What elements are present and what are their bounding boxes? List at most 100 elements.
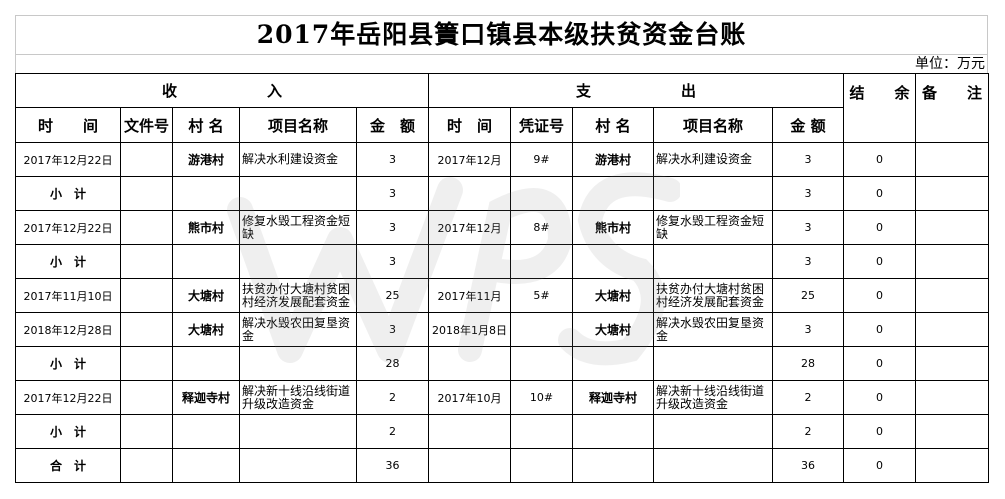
cell-out-date[interactable] (428, 448, 512, 483)
cell-out-date[interactable]: 2017年11月 (428, 278, 512, 313)
cell-in-date[interactable]: 小 计 (15, 414, 121, 449)
cell-out-village[interactable]: 释迦寺村 (572, 380, 655, 415)
cell-out-village[interactable]: 熊市村 (572, 210, 655, 245)
cell-in-date[interactable]: 小 计 (15, 176, 121, 211)
cell-out-voucher[interactable] (510, 176, 574, 211)
cell-out-project[interactable] (653, 244, 774, 279)
cell-out-project[interactable]: 解决新十线沿线街道升级改造资金 (653, 380, 774, 415)
cell-in-project[interactable] (239, 448, 357, 483)
cell-balance[interactable]: 0 (843, 414, 917, 449)
cell-out-date[interactable]: 2018年1月8日 (428, 312, 512, 347)
cell-in-project[interactable]: 解决水毁农田复垦资金 (239, 312, 357, 347)
cell-out-amount[interactable]: 3 (772, 244, 845, 279)
cell-out-amount[interactable]: 3 (772, 210, 845, 245)
cell-in-doc[interactable] (120, 380, 173, 415)
cell-in-amount[interactable]: 36 (355, 448, 430, 483)
cell-in-project[interactable] (239, 346, 357, 381)
cell-remark[interactable] (915, 448, 990, 483)
cell-in-amount[interactable]: 25 (355, 278, 430, 313)
cell-in-date[interactable]: 2017年12月22日 (15, 380, 121, 415)
cell-out-village[interactable]: 游港村 (572, 142, 655, 177)
cell-in-village[interactable]: 释迦寺村 (172, 380, 240, 415)
cell-out-voucher[interactable]: 9# (510, 142, 574, 177)
cell-out-voucher[interactable] (510, 414, 574, 449)
cell-out-village[interactable]: 大塘村 (572, 312, 655, 347)
cell-out-date[interactable] (428, 346, 512, 381)
cell-in-village[interactable] (172, 244, 240, 279)
cell-in-village[interactable]: 游港村 (172, 142, 240, 177)
cell-in-doc[interactable] (120, 176, 173, 211)
cell-in-doc[interactable] (120, 244, 173, 279)
cell-out-amount[interactable]: 2 (772, 380, 845, 415)
cell-in-project[interactable] (239, 414, 357, 449)
cell-in-project[interactable]: 扶贫办付大塘村贫困村经济发展配套资金 (239, 278, 357, 313)
cell-out-project[interactable]: 解决水利建设资金 (653, 142, 774, 177)
cell-in-amount[interactable]: 3 (355, 176, 430, 211)
cell-out-voucher[interactable]: 8# (510, 210, 574, 245)
cell-out-voucher[interactable]: 10# (510, 380, 574, 415)
cell-out-date[interactable] (428, 244, 512, 279)
cell-balance[interactable]: 0 (843, 142, 917, 177)
cell-in-amount[interactable]: 28 (355, 346, 430, 381)
cell-out-amount[interactable]: 2 (772, 414, 845, 449)
cell-in-project[interactable]: 修复水毁工程资金短缺 (239, 210, 357, 245)
cell-in-project[interactable] (239, 176, 357, 211)
cell-remark[interactable] (915, 346, 990, 381)
cell-out-voucher[interactable] (510, 346, 574, 381)
cell-balance[interactable]: 0 (843, 210, 917, 245)
cell-out-village[interactable] (572, 448, 655, 483)
cell-in-amount[interactable]: 3 (355, 244, 430, 279)
cell-in-village[interactable]: 大塘村 (172, 312, 240, 347)
cell-out-amount[interactable]: 36 (772, 448, 845, 483)
cell-out-project[interactable] (653, 414, 774, 449)
cell-remark[interactable] (915, 278, 990, 313)
cell-out-project[interactable] (653, 346, 774, 381)
cell-in-village[interactable] (172, 414, 240, 449)
cell-out-amount[interactable]: 28 (772, 346, 845, 381)
cell-out-voucher[interactable] (510, 312, 574, 347)
cell-in-date[interactable]: 2017年12月22日 (15, 142, 121, 177)
cell-in-date[interactable]: 2017年12月22日 (15, 210, 121, 245)
cell-in-village[interactable]: 大塘村 (172, 278, 240, 313)
cell-out-voucher[interactable] (510, 244, 574, 279)
cell-in-doc[interactable] (120, 346, 173, 381)
cell-out-village[interactable] (572, 346, 655, 381)
cell-in-amount[interactable]: 3 (355, 210, 430, 245)
cell-in-date[interactable]: 合 计 (15, 448, 121, 483)
cell-balance[interactable]: 0 (843, 244, 917, 279)
cell-in-project[interactable]: 解决新十线沿线街道升级改造资金 (239, 380, 357, 415)
cell-out-date[interactable] (428, 414, 512, 449)
cell-balance[interactable]: 0 (843, 278, 917, 313)
cell-out-village[interactable] (572, 176, 655, 211)
cell-in-village[interactable] (172, 346, 240, 381)
cell-out-project[interactable] (653, 448, 774, 483)
cell-out-amount[interactable]: 3 (772, 142, 845, 177)
cell-out-voucher[interactable] (510, 448, 574, 483)
cell-in-amount[interactable]: 2 (355, 414, 430, 449)
cell-out-project[interactable]: 解决水毁农田复垦资金 (653, 312, 774, 347)
cell-in-date[interactable]: 2017年11月10日 (15, 278, 121, 313)
cell-out-date[interactable]: 2017年12月 (428, 210, 512, 245)
cell-remark[interactable] (915, 142, 990, 177)
cell-remark[interactable] (915, 244, 990, 279)
cell-in-doc[interactable] (120, 278, 173, 313)
cell-balance[interactable]: 0 (843, 312, 917, 347)
cell-in-amount[interactable]: 3 (355, 312, 430, 347)
cell-in-doc[interactable] (120, 448, 173, 483)
cell-out-date[interactable]: 2017年12月 (428, 142, 512, 177)
cell-balance[interactable]: 0 (843, 380, 917, 415)
cell-out-amount[interactable]: 3 (772, 176, 845, 211)
cell-out-project[interactable] (653, 176, 774, 211)
cell-in-doc[interactable] (120, 142, 173, 177)
cell-out-date[interactable] (428, 176, 512, 211)
cell-in-date[interactable]: 小 计 (15, 244, 121, 279)
cell-out-amount[interactable]: 3 (772, 312, 845, 347)
cell-in-doc[interactable] (120, 210, 173, 245)
cell-out-project[interactable]: 修复水毁工程资金短缺 (653, 210, 774, 245)
cell-out-village[interactable] (572, 244, 655, 279)
cell-remark[interactable] (915, 176, 990, 211)
cell-out-village[interactable]: 大塘村 (572, 278, 655, 313)
cell-balance[interactable]: 0 (843, 176, 917, 211)
cell-in-village[interactable] (172, 448, 240, 483)
cell-in-amount[interactable]: 2 (355, 380, 430, 415)
